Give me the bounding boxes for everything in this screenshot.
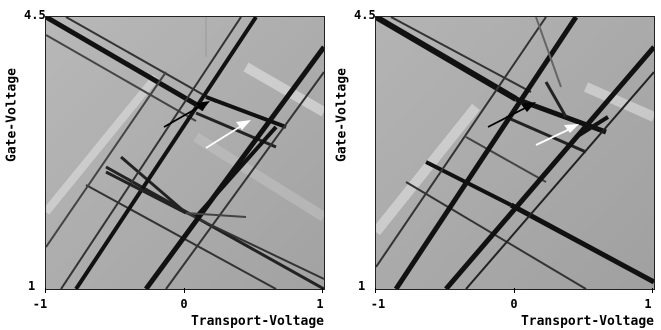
y-tick-top: 4.5 <box>354 8 376 22</box>
y-axis-label: Gate-Voltage <box>334 68 350 162</box>
x-tick-mark <box>514 288 515 293</box>
plot-area <box>375 16 655 290</box>
x-tick-zero: 0 <box>180 297 188 311</box>
plot-area <box>45 16 325 290</box>
stability-diagram-left: Gate-Voltage 4.5 1 <box>0 0 330 330</box>
y-tick-bottom: 1 <box>28 279 36 293</box>
diamond-image <box>376 17 654 289</box>
diamond-image <box>46 17 324 289</box>
x-tick-mark <box>45 288 46 293</box>
x-axis-label: Transport-Voltage <box>520 314 654 329</box>
x-tick-right: 1 <box>316 297 324 311</box>
y-tick-bottom: 1 <box>358 279 366 293</box>
x-tick-mark <box>322 288 323 293</box>
x-tick-left: -1 <box>370 297 386 311</box>
x-tick-mark <box>375 288 376 293</box>
y-tick-top: 4.5 <box>24 8 46 22</box>
x-tick-mark <box>652 288 653 293</box>
x-tick-right: 1 <box>644 297 652 311</box>
stability-diagram-right: Gate-Voltage 4.5 1 <box>330 0 660 330</box>
x-tick-mark <box>184 288 185 293</box>
y-axis-label: Gate-Voltage <box>4 68 20 162</box>
x-axis-label: Transport-Voltage <box>190 314 324 329</box>
x-tick-zero: 0 <box>510 297 518 311</box>
x-tick-left: -1 <box>32 297 48 311</box>
